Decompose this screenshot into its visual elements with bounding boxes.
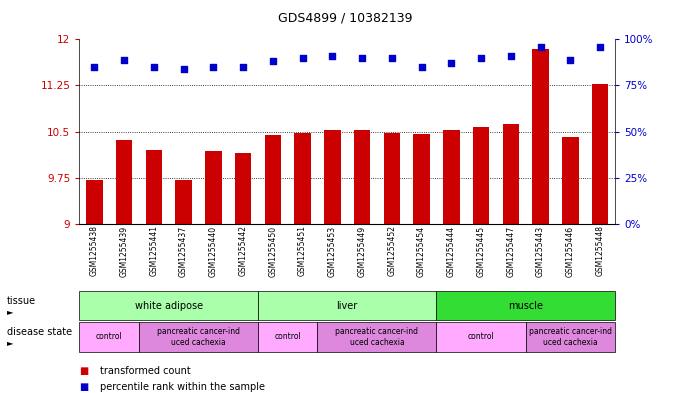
Text: white adipose: white adipose bbox=[135, 301, 202, 310]
Bar bbox=[176, 180, 192, 224]
Bar bbox=[562, 137, 578, 224]
Bar bbox=[354, 130, 370, 224]
Text: tissue: tissue bbox=[7, 296, 36, 306]
Text: GDS4899 / 10382139: GDS4899 / 10382139 bbox=[278, 12, 413, 25]
Text: disease state: disease state bbox=[7, 327, 72, 337]
Bar bbox=[294, 133, 311, 224]
Point bbox=[208, 64, 219, 70]
Text: pancreatic cancer-ind
uced cachexia: pancreatic cancer-ind uced cachexia bbox=[157, 327, 240, 347]
Point bbox=[565, 57, 576, 63]
Bar bbox=[502, 124, 519, 224]
Bar bbox=[443, 130, 460, 224]
Point bbox=[386, 55, 397, 61]
Point bbox=[327, 53, 338, 59]
Point bbox=[149, 64, 160, 70]
Text: percentile rank within the sample: percentile rank within the sample bbox=[100, 382, 265, 392]
Text: ►: ► bbox=[7, 338, 13, 347]
Point bbox=[89, 64, 100, 70]
Point bbox=[178, 66, 189, 72]
Text: pancreatic cancer-ind
uced cachexia: pancreatic cancer-ind uced cachexia bbox=[529, 327, 612, 347]
Text: control: control bbox=[468, 332, 495, 342]
Point bbox=[505, 53, 516, 59]
Bar bbox=[324, 130, 341, 224]
Text: liver: liver bbox=[337, 301, 358, 310]
Bar bbox=[384, 133, 400, 224]
Point bbox=[594, 44, 605, 50]
Text: transformed count: transformed count bbox=[100, 366, 191, 376]
Text: ►: ► bbox=[7, 307, 13, 316]
Point bbox=[119, 57, 130, 63]
Text: muscle: muscle bbox=[509, 301, 543, 310]
Bar bbox=[146, 150, 162, 224]
Bar bbox=[265, 135, 281, 224]
Bar bbox=[413, 134, 430, 224]
Point bbox=[267, 58, 278, 64]
Text: control: control bbox=[96, 332, 122, 342]
Point bbox=[238, 64, 249, 70]
Point bbox=[357, 55, 368, 61]
Text: pancreatic cancer-ind
uced cachexia: pancreatic cancer-ind uced cachexia bbox=[335, 327, 419, 347]
Point bbox=[297, 55, 308, 61]
Bar bbox=[473, 127, 489, 224]
Bar bbox=[86, 180, 102, 224]
Bar bbox=[235, 152, 252, 224]
Point bbox=[416, 64, 427, 70]
Text: ■: ■ bbox=[79, 382, 88, 392]
Text: control: control bbox=[274, 332, 301, 342]
Bar bbox=[592, 84, 608, 224]
Point bbox=[475, 55, 486, 61]
Point bbox=[446, 60, 457, 66]
Bar bbox=[533, 49, 549, 224]
Bar bbox=[205, 151, 222, 224]
Bar bbox=[116, 140, 132, 224]
Point bbox=[535, 44, 546, 50]
Text: ■: ■ bbox=[79, 366, 88, 376]
